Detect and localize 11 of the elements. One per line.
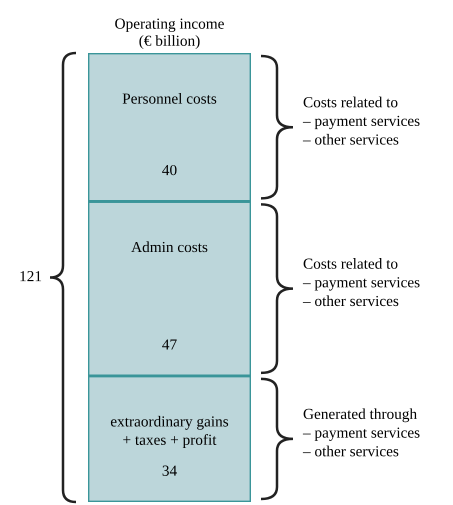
chart-title: Operating income (€ billion) [115, 18, 224, 49]
text: Generated through – payment services – other services [302, 408, 420, 456]
data-label: 47 [162, 339, 177, 350]
series-label: Admin costs [131, 241, 208, 252]
data-label: 40 [162, 164, 177, 176]
series-label: extraordinary gains + taxes + profit [110, 416, 228, 448]
text: Costs related to – payment services – other services [302, 96, 420, 145]
total-label: 121 [20, 271, 42, 282]
text: Costs related to – payment services – other services [302, 258, 420, 306]
series-label: Personnel costs [122, 93, 216, 104]
data-label: 34 [162, 466, 177, 476]
